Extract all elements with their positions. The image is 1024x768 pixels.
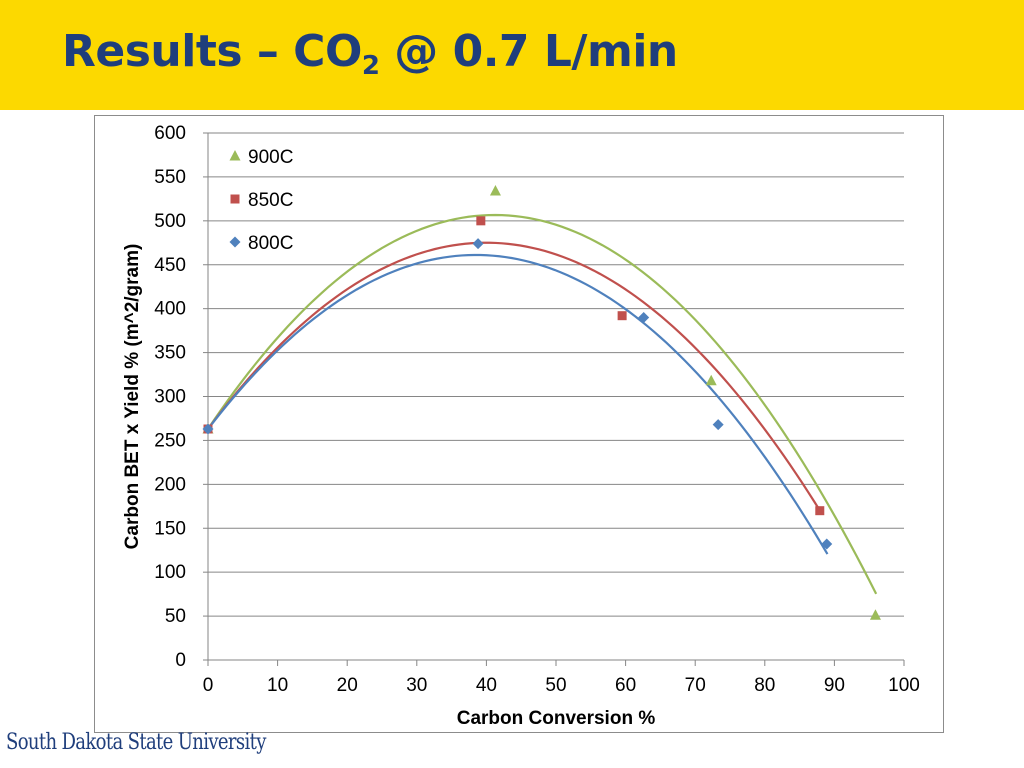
trendline-800C bbox=[207, 253, 829, 555]
y-axis-title: Carbon BET x Yield % (m^2/gram) bbox=[122, 244, 143, 550]
y-tick-label: 400 bbox=[154, 299, 186, 320]
y-tick-label: 450 bbox=[154, 255, 186, 276]
y-tick-label: 600 bbox=[154, 123, 186, 144]
data-point-850C bbox=[815, 506, 825, 516]
data-point-850C bbox=[476, 216, 486, 226]
data-point-900C bbox=[869, 609, 881, 620]
y-tick-label: 500 bbox=[154, 211, 186, 232]
y-tick-label: 350 bbox=[154, 343, 186, 364]
data-point-800C bbox=[202, 423, 214, 435]
legend-label-800C: 800C bbox=[248, 233, 293, 254]
university-logo: South Dakota State University bbox=[6, 730, 266, 755]
chart-frame: 0 50 100 150 200 250 300 350 400 450 500 550 600 0 10 2… bbox=[94, 115, 944, 733]
y-tick-label: 100 bbox=[154, 562, 186, 583]
scatter-chart: 0 50 100 150 200 250 300 350 400 450 500 550 600 0 10 2… bbox=[122, 123, 920, 729]
data-point-850C bbox=[617, 311, 627, 321]
slide-title-subscript: 2 bbox=[361, 51, 380, 81]
slide-title-main: Results – CO bbox=[62, 26, 362, 77]
data-point-800C bbox=[821, 538, 833, 550]
x-tick-label: 40 bbox=[476, 675, 497, 696]
legend-marker-800C bbox=[229, 236, 241, 248]
x-tick-label: 20 bbox=[337, 675, 358, 696]
legend-marker-850C bbox=[230, 194, 240, 204]
trendline-900C bbox=[207, 213, 878, 595]
trendline-850C bbox=[207, 241, 822, 513]
slide-title: Results – CO2 @ 0.7 L/min bbox=[62, 26, 678, 81]
x-tick-label: 90 bbox=[824, 675, 845, 696]
legend-marker-900C bbox=[229, 150, 241, 161]
y-tick-label: 200 bbox=[154, 474, 186, 495]
x-tick-label: 50 bbox=[545, 675, 566, 696]
y-tick-label: 300 bbox=[154, 387, 186, 408]
x-tick-label: 80 bbox=[754, 675, 775, 696]
legend-label-900C: 900C bbox=[248, 147, 293, 168]
y-tick-label: 150 bbox=[154, 518, 186, 539]
data-point-800C bbox=[472, 238, 484, 250]
data-point-900C bbox=[489, 184, 501, 196]
y-tick-label: 0 bbox=[175, 650, 186, 671]
y-tick-label: 550 bbox=[154, 167, 186, 188]
x-tick-label: 60 bbox=[615, 675, 636, 696]
x-tick-label: 30 bbox=[406, 675, 427, 696]
data-point-800C bbox=[638, 311, 650, 323]
data-point-900C bbox=[705, 374, 717, 386]
x-tick-label: 0 bbox=[203, 675, 214, 696]
slide-title-rest: @ 0.7 L/min bbox=[379, 26, 678, 77]
legend-label-850C: 850C bbox=[248, 190, 293, 211]
y-tick-label: 50 bbox=[165, 606, 186, 627]
y-tick-label: 250 bbox=[154, 430, 186, 451]
x-axis-title: Carbon Conversion % bbox=[457, 708, 656, 729]
title-bar bbox=[0, 0, 1024, 110]
data-point-800C bbox=[712, 419, 724, 431]
x-tick-label: 70 bbox=[685, 675, 706, 696]
x-tick-label: 100 bbox=[888, 675, 920, 696]
x-tick-label: 10 bbox=[267, 675, 288, 696]
